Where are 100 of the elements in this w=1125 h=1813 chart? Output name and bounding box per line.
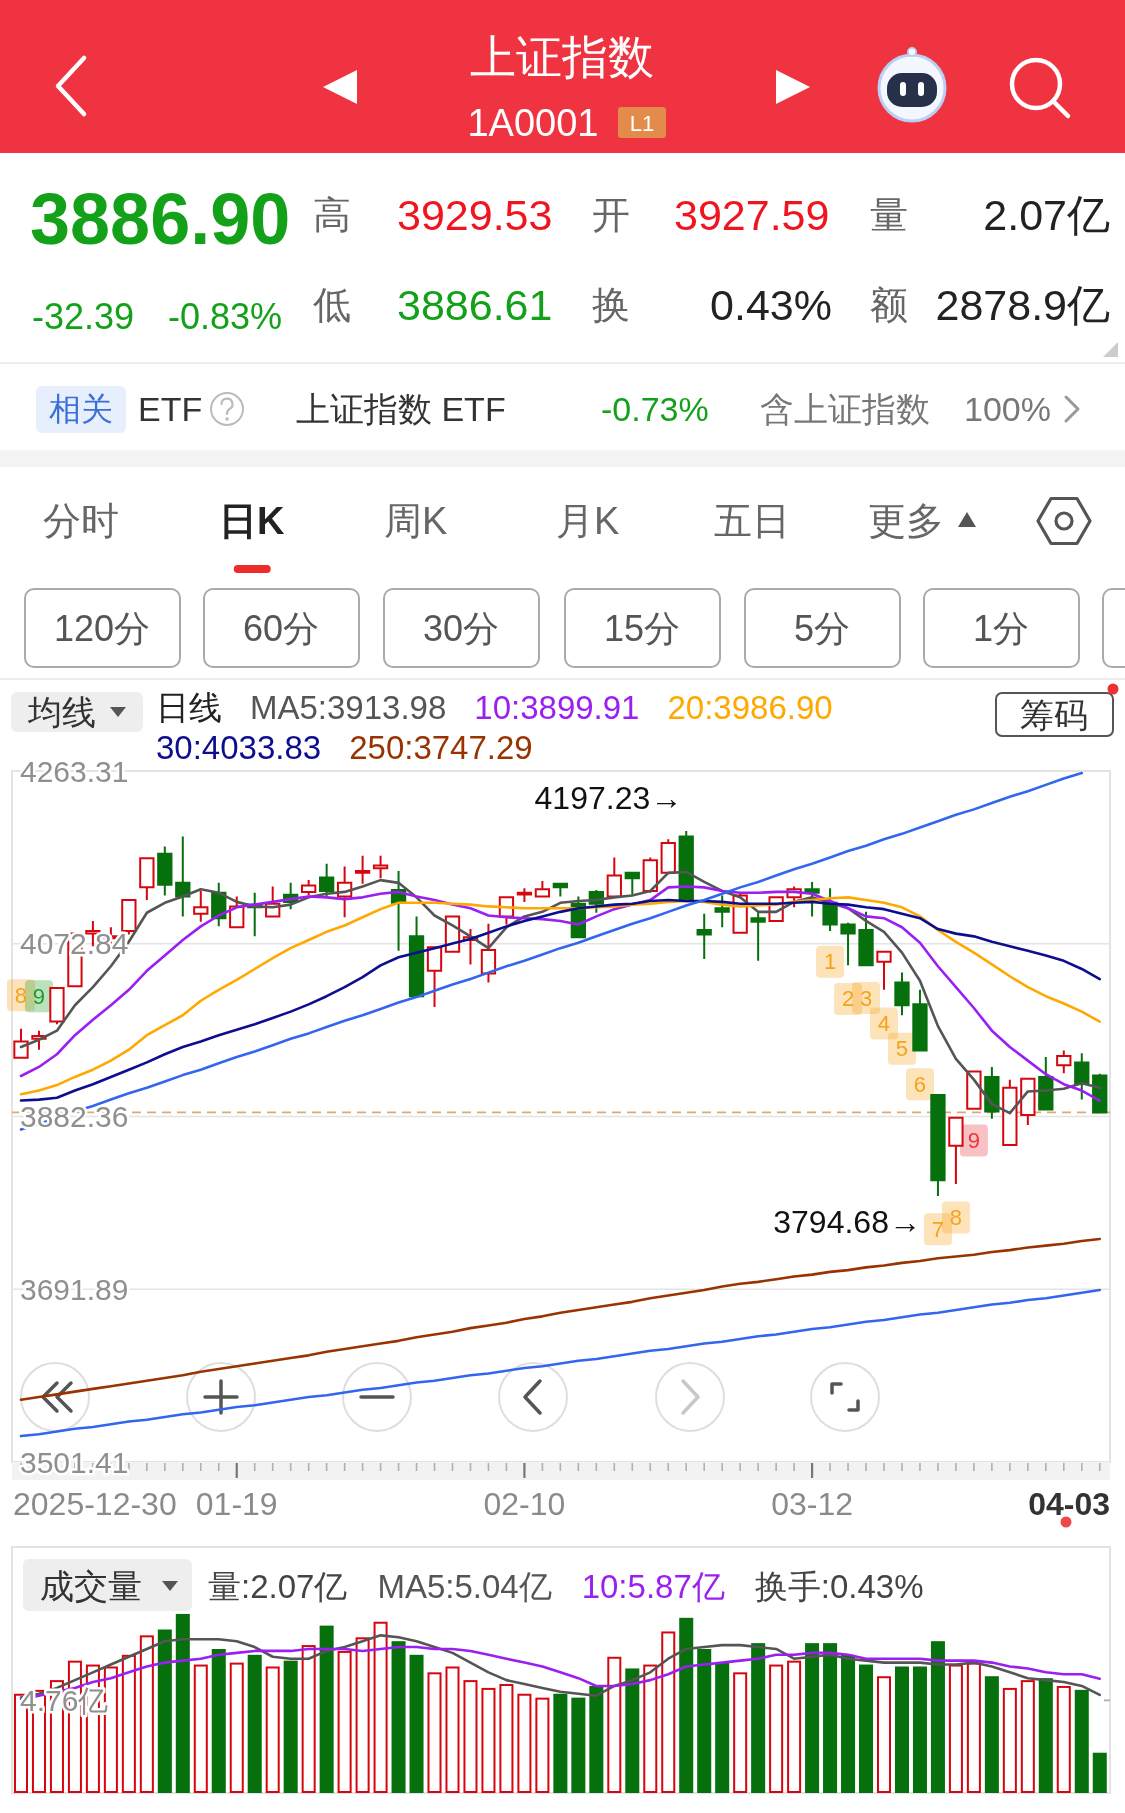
text: 3886.61: [397, 281, 553, 329]
bar: [463, 1680, 478, 1793]
bar: [175, 1613, 190, 1793]
bar: [193, 1664, 208, 1793]
candlestick: [354, 854, 371, 885]
text: -0.73%: [601, 390, 709, 428]
annotation: 3794.68→: [773, 1204, 921, 1241]
candlestick: [1020, 1076, 1036, 1126]
text: 3886.90: [30, 179, 291, 259]
text: 日K: [219, 500, 285, 542]
bar: [876, 1676, 892, 1793]
text: 量:2.07亿: [208, 1567, 348, 1605]
annotation: 3: [859, 985, 873, 1011]
text: 上证指数 ETF: [296, 390, 506, 428]
text: -32.39: [32, 295, 135, 337]
text: ETF: [138, 390, 203, 428]
text: 3927.59: [674, 191, 830, 239]
bar: [283, 1660, 298, 1793]
bar: [553, 1693, 568, 1793]
bar: [391, 1641, 406, 1793]
bar: [517, 1693, 532, 1793]
text: 上证指数: [470, 31, 654, 83]
annotation: 4: [877, 1010, 891, 1036]
bar: [571, 1697, 586, 1793]
text: 0.43%: [710, 281, 832, 329]
text: 120分: [53, 607, 151, 649]
candlestick: [876, 949, 892, 991]
text: 月K: [556, 500, 620, 542]
candlestick: [193, 890, 209, 923]
text: 相关: [49, 391, 113, 427]
bar: [948, 1664, 963, 1793]
candlestick: [822, 887, 838, 932]
text: 额: [870, 284, 908, 326]
bar: [823, 1643, 838, 1793]
bar: [1092, 1752, 1107, 1793]
text: 5分: [793, 607, 851, 649]
text: 量: [870, 194, 908, 236]
candlestick: [318, 862, 335, 899]
text: 20:3986.90: [667, 688, 833, 726]
text: 含上证指数: [760, 390, 930, 428]
text: 换: [592, 284, 630, 326]
bar: [912, 1666, 927, 1793]
candlestick: [516, 887, 533, 903]
bar: [841, 1654, 856, 1793]
bar: [966, 1662, 981, 1793]
candlestick: [552, 881, 569, 898]
bar: [625, 1668, 640, 1793]
candlestick: [696, 912, 712, 961]
bar: [247, 1654, 262, 1793]
text: 1A0001: [467, 102, 599, 144]
bar: [337, 1650, 352, 1793]
text: 更多: [868, 500, 944, 542]
text: 15分: [603, 607, 681, 649]
text: 1分: [972, 607, 1030, 649]
bar: [157, 1629, 172, 1793]
text: 04-03: [1028, 1486, 1110, 1522]
candlestick: [750, 910, 766, 962]
annotation: 6: [913, 1071, 927, 1097]
candlestick: [13, 1027, 29, 1059]
bar: [229, 1662, 244, 1793]
candlestick: [858, 910, 874, 968]
text: 高: [313, 194, 351, 236]
candlestick: [930, 1093, 946, 1198]
candlestick: [912, 988, 928, 1053]
bar: [1056, 1685, 1071, 1793]
bar: [769, 1664, 784, 1793]
candlestick: [840, 921, 856, 967]
bar: [301, 1645, 316, 1793]
bar: [679, 1617, 694, 1793]
bar: [715, 1662, 730, 1793]
text: MA5:3913.98: [250, 688, 447, 726]
annotation: 1: [823, 949, 837, 975]
bar: [355, 1637, 370, 1793]
annotation: 8: [14, 982, 28, 1008]
x-tick-label: 01-19: [195, 1486, 278, 1522]
bar: [121, 1654, 136, 1793]
bar: [733, 1672, 748, 1793]
text: 100%: [964, 390, 1051, 428]
x-tick-label: 02-10: [483, 1486, 566, 1522]
text: 开: [592, 194, 630, 236]
bar: [984, 1676, 999, 1793]
bar: [589, 1685, 604, 1793]
bar: [319, 1625, 334, 1793]
candlestick: [1074, 1052, 1090, 1101]
text: 筹码: [1020, 696, 1088, 734]
text: 五日: [714, 500, 790, 542]
candlestick: [804, 880, 820, 918]
bar: [373, 1621, 388, 1793]
candlestick: [426, 946, 443, 1009]
text: 250:3747.29: [349, 728, 533, 766]
bar: [409, 1654, 424, 1793]
bar: [1002, 1687, 1017, 1793]
candlestick: [49, 986, 65, 1026]
bar: [265, 1666, 280, 1793]
candlestick: [1002, 1078, 1018, 1147]
bar: [1020, 1680, 1035, 1793]
bar: [1074, 1689, 1089, 1793]
annotation: 7: [931, 1216, 945, 1242]
bar: [481, 1687, 496, 1793]
bar: [697, 1648, 712, 1793]
